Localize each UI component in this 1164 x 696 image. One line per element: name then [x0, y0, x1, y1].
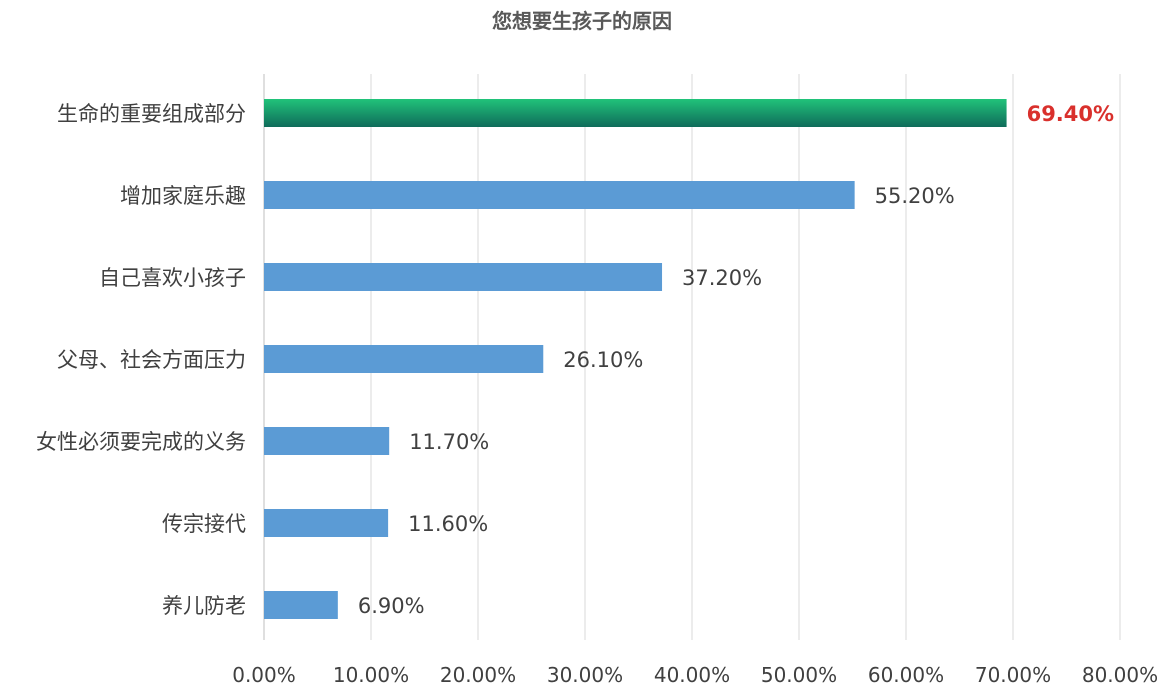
- chart-title: 您想要生孩子的原因: [492, 9, 672, 33]
- labels: 0.00% 10.00% 20.00% 30.00% 40.00% 50.00% 60.00…: [36, 102, 1158, 687]
- bar-highlight: [264, 99, 1007, 127]
- category-label: 生命的重要组成部分: [57, 102, 246, 126]
- data-label: 6.90%: [358, 594, 425, 618]
- data-label: 55.20%: [875, 184, 955, 208]
- data-label: 26.10%: [563, 348, 643, 372]
- x-tick-label: 0.00%: [232, 663, 296, 687]
- category-label: 自己喜欢小孩子: [99, 266, 246, 290]
- x-tick-label: 60.00%: [868, 663, 944, 687]
- bar: [264, 427, 390, 455]
- category-label: 养儿防老: [162, 594, 246, 618]
- data-label: 11.60%: [408, 512, 488, 536]
- x-tick-label: 20.00%: [440, 663, 516, 687]
- x-tick-label: 70.00%: [975, 663, 1051, 687]
- x-tick-label: 80.00%: [1082, 663, 1158, 687]
- x-tick-label: 30.00%: [547, 663, 623, 687]
- x-tick-label: 50.00%: [761, 663, 837, 687]
- category-label: 传宗接代: [162, 512, 246, 536]
- bars: [264, 99, 1007, 619]
- data-label: 37.20%: [682, 266, 762, 290]
- data-label: 69.40%: [1027, 102, 1114, 126]
- bar: [264, 181, 855, 209]
- bar: [264, 591, 338, 619]
- x-tick-label: 40.00%: [654, 663, 730, 687]
- x-tick-label: 10.00%: [333, 663, 409, 687]
- bar: [264, 263, 663, 291]
- bar: [264, 509, 389, 537]
- category-label: 增加家庭乐趣: [120, 184, 246, 208]
- category-label: 女性必须要完成的义务: [36, 430, 246, 454]
- bar: [264, 345, 544, 373]
- gridlines: [263, 74, 1121, 640]
- category-label: 父母、社会方面压力: [57, 348, 246, 372]
- data-label: 11.70%: [409, 430, 489, 454]
